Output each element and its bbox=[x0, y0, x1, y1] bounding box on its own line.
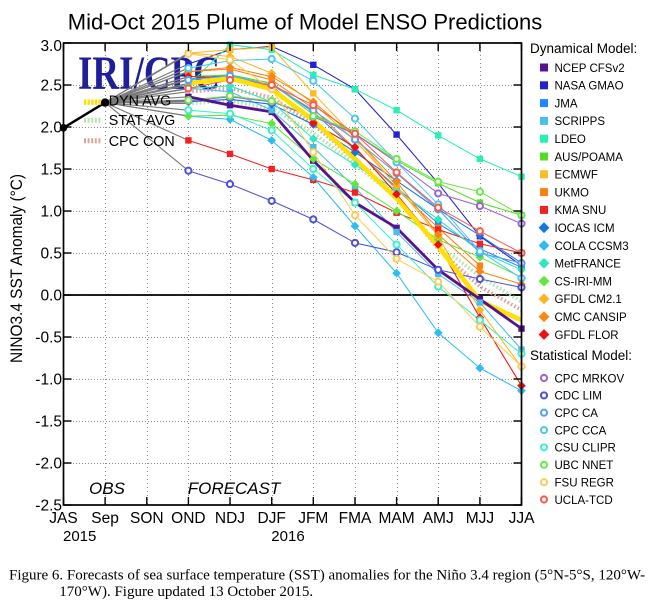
svg-text:KMA SNU: KMA SNU bbox=[555, 205, 607, 217]
svg-text:DYN AVG: DYN AVG bbox=[109, 94, 172, 110]
svg-text:-0.5: -0.5 bbox=[35, 330, 62, 347]
svg-text:2015: 2015 bbox=[63, 528, 96, 545]
svg-text:2.0: 2.0 bbox=[40, 120, 62, 137]
svg-text:STAT AVG: STAT AVG bbox=[109, 113, 175, 129]
svg-text:FORECAST: FORECAST bbox=[188, 479, 282, 498]
svg-text:OND: OND bbox=[171, 510, 205, 527]
svg-text:NDJ: NDJ bbox=[215, 510, 245, 527]
svg-text:NINO3.4 SST Anomaly (°C): NINO3.4 SST Anomaly (°C) bbox=[8, 174, 26, 363]
svg-text:COLA CCSM3: COLA CCSM3 bbox=[555, 241, 629, 253]
svg-text:1.5: 1.5 bbox=[40, 162, 62, 179]
svg-text:DJF: DJF bbox=[257, 510, 285, 527]
svg-text:CDC LIM: CDC LIM bbox=[555, 391, 602, 403]
svg-text:Statistical Model:: Statistical Model: bbox=[530, 348, 632, 363]
svg-text:IOCAS ICM: IOCAS ICM bbox=[555, 223, 615, 235]
svg-text:CPC CCA: CPC CCA bbox=[555, 425, 607, 437]
svg-text:2016: 2016 bbox=[271, 528, 304, 545]
svg-text:GFDL CM2.1: GFDL CM2.1 bbox=[555, 294, 622, 306]
svg-text:Figure 6. Forecasts of sea sur: Figure 6. Forecasts of sea surface tempe… bbox=[9, 568, 645, 584]
svg-text:MAM: MAM bbox=[379, 510, 415, 527]
svg-text:-2.5: -2.5 bbox=[35, 498, 62, 515]
svg-text:FSU REGR: FSU REGR bbox=[555, 478, 614, 490]
svg-text:NCEP CFSv2: NCEP CFSv2 bbox=[555, 63, 625, 75]
svg-text:UKMO: UKMO bbox=[555, 187, 590, 199]
svg-text:UBC NNET: UBC NNET bbox=[555, 460, 614, 472]
svg-text:CPC MRKOV: CPC MRKOV bbox=[555, 373, 625, 385]
svg-text:CPC CA: CPC CA bbox=[555, 408, 599, 420]
svg-text:OBS: OBS bbox=[89, 479, 126, 498]
svg-text:NASA GMAO: NASA GMAO bbox=[555, 81, 624, 93]
svg-text:CS-IRI-MM: CS-IRI-MM bbox=[555, 276, 613, 288]
svg-text:AMJ: AMJ bbox=[423, 510, 454, 527]
svg-text:0.0: 0.0 bbox=[40, 288, 62, 305]
svg-text:170°W). Figure updated 13 Octo: 170°W). Figure updated 13 October 2015. bbox=[59, 584, 313, 600]
svg-text:JFM: JFM bbox=[298, 510, 328, 527]
svg-text:-2.0: -2.0 bbox=[35, 456, 62, 473]
svg-text:CMC CANSIP: CMC CANSIP bbox=[555, 312, 628, 324]
svg-text:-1.5: -1.5 bbox=[35, 414, 62, 431]
svg-text:SCRIPPS: SCRIPPS bbox=[555, 116, 606, 128]
svg-text:SON: SON bbox=[130, 510, 164, 527]
svg-text:JAS: JAS bbox=[49, 510, 77, 527]
svg-text:Sep: Sep bbox=[91, 510, 119, 527]
svg-text:JJA: JJA bbox=[509, 510, 536, 527]
svg-text:3.0: 3.0 bbox=[40, 38, 62, 55]
svg-text:-1.0: -1.0 bbox=[35, 372, 62, 389]
svg-text:FMA: FMA bbox=[339, 510, 372, 527]
svg-text:MJJ: MJJ bbox=[466, 510, 494, 527]
svg-text:1.0: 1.0 bbox=[40, 204, 62, 221]
svg-text:Mid-Oct 2015 Plume of Model EN: Mid-Oct 2015 Plume of Model ENSO Predict… bbox=[68, 10, 542, 35]
svg-text:LDEO: LDEO bbox=[555, 134, 586, 146]
svg-text:0.5: 0.5 bbox=[40, 246, 62, 263]
svg-text:ECMWF: ECMWF bbox=[555, 170, 598, 182]
svg-text:2.5: 2.5 bbox=[40, 78, 62, 95]
svg-text:Dynamical Model:: Dynamical Model: bbox=[530, 41, 637, 56]
svg-text:UCLA-TCD: UCLA-TCD bbox=[555, 495, 613, 507]
svg-text:JMA: JMA bbox=[555, 98, 578, 110]
svg-text:MetFRANCE: MetFRANCE bbox=[555, 259, 622, 271]
svg-text:GFDL FLOR: GFDL FLOR bbox=[555, 330, 619, 342]
svg-text:AUS/POAMA: AUS/POAMA bbox=[555, 152, 624, 164]
svg-text:CPC CON: CPC CON bbox=[109, 134, 175, 150]
svg-text:CSU CLIPR: CSU CLIPR bbox=[555, 443, 616, 455]
